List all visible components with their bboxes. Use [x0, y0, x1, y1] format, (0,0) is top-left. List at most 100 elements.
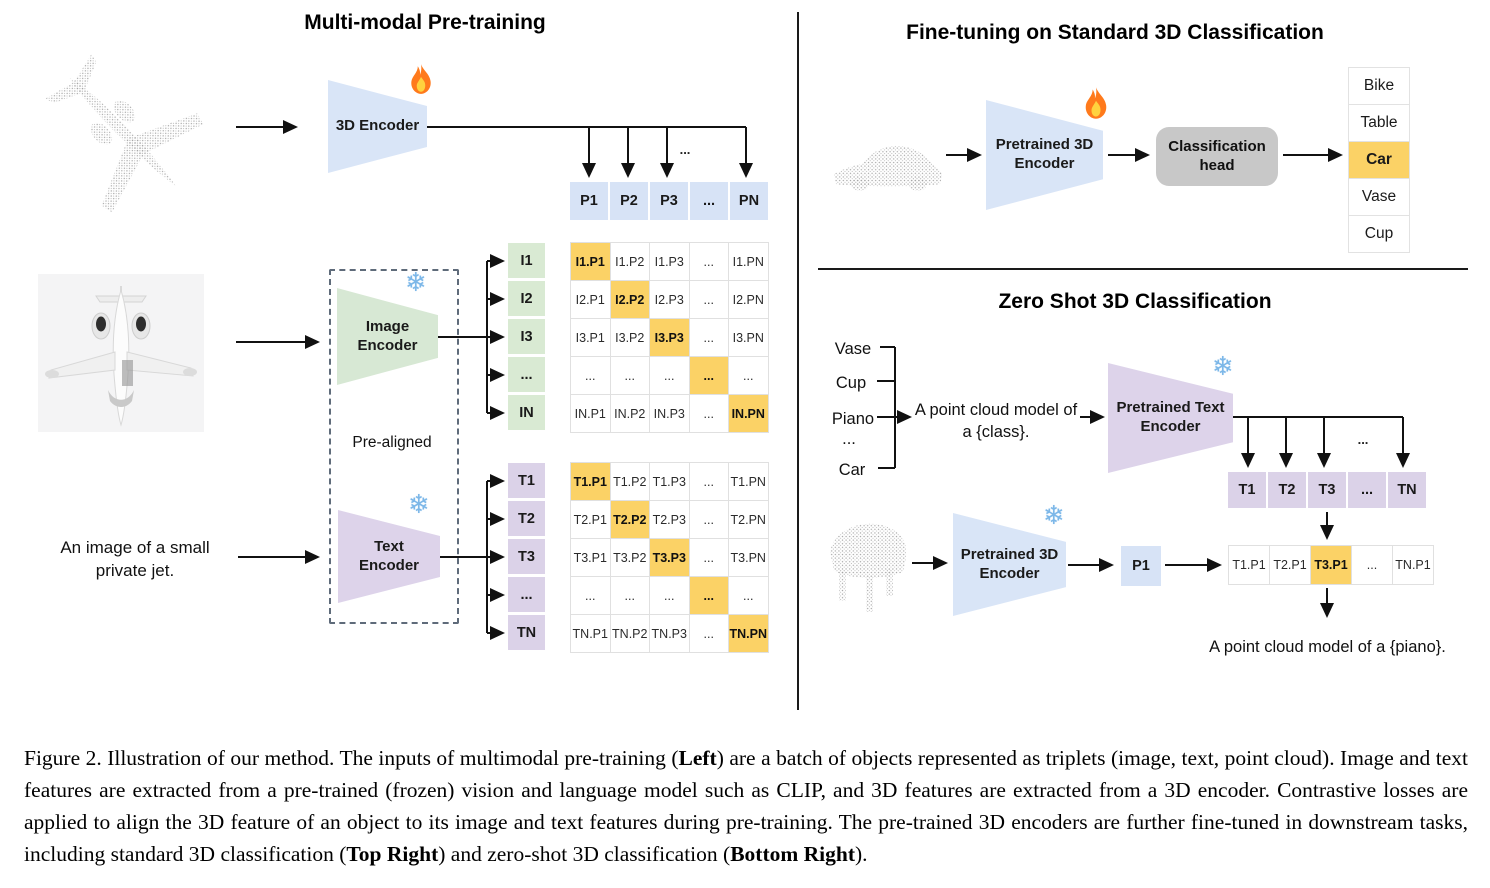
- prompt-line1: A point cloud model of: [914, 401, 1078, 419]
- pretrained-3d-encoder-zeroshot-label: Pretrained 3D Encoder: [960, 545, 1059, 582]
- pre-aligned-box: [329, 269, 459, 624]
- matrix-cell: I1.PN: [729, 243, 769, 281]
- matrix-cell: T3.P1: [571, 539, 611, 577]
- text-feature-column: T1 T2 T3... TN: [508, 463, 545, 650]
- image-encoder-label: Image Encoder: [357, 317, 418, 354]
- p-feature-cell: PN: [730, 182, 768, 220]
- matrix-cell: ...: [729, 577, 769, 615]
- prompt-text: A point cloud model of a {class}.: [903, 399, 1089, 444]
- class-bracket-line: [877, 346, 896, 469]
- classification-head: Classification head: [1156, 127, 1278, 186]
- matrix-cell: ...: [689, 539, 729, 577]
- pretrained-text-encoder-label: Pretrained Text Encoder: [1116, 399, 1225, 435]
- matrix-cell: T1.P2: [610, 463, 650, 501]
- matrix-cell: T2.P3: [650, 501, 690, 539]
- text-feature-cell: T2: [508, 501, 545, 536]
- class-list-item: Table: [1348, 104, 1410, 142]
- prompt-line2: a {class}.: [962, 423, 1030, 442]
- text-input-line1: An image of a small: [60, 538, 210, 557]
- matrix-cell: IN.P1: [571, 395, 611, 433]
- matrix-cell: ...: [689, 319, 729, 357]
- matrix-cell: I1.P2: [610, 243, 650, 281]
- matrix-cell: T1.P1: [571, 463, 611, 501]
- similarity-cell: T1.P1: [1228, 545, 1270, 585]
- image-feature-cell: I2: [508, 281, 545, 316]
- matrix-cell: ...: [729, 357, 769, 395]
- p1-feature-cell-wrap: P1: [1121, 546, 1161, 586]
- fire-icon: [411, 64, 431, 94]
- matrix-cell: T3.P3: [650, 539, 690, 577]
- class-word-vase: Vase: [834, 340, 872, 358]
- snowflake-icon: ❄: [408, 490, 430, 520]
- ellipsis: ...: [679, 142, 691, 157]
- snowflake-icon: ❄: [1212, 352, 1234, 382]
- matrix-cell: I3.P3: [650, 319, 690, 357]
- matrix-cell: ...: [689, 501, 729, 539]
- t-feature-cell: T2: [1268, 472, 1306, 508]
- class-list-item: Cup: [1348, 215, 1410, 253]
- matrix-cell: TN.P3: [650, 615, 690, 653]
- p-feature-cell: P2: [610, 182, 648, 220]
- matrix-cell: ...: [610, 577, 650, 615]
- matrix-cell: T3.PN: [729, 539, 769, 577]
- ellipsis: ...: [1357, 432, 1369, 447]
- p-feature-cell: P3: [650, 182, 688, 220]
- matrix-cell: T1.P3: [650, 463, 690, 501]
- text-feature-cell: T3: [508, 539, 545, 574]
- class-word-cup: Cup: [835, 374, 867, 392]
- airplane-point-cloud: [45, 54, 204, 213]
- p1-feature-cell: P1: [1121, 546, 1161, 586]
- matrix-cell: T2.PN: [729, 501, 769, 539]
- t-feature-cell: ...: [1348, 472, 1386, 508]
- matrix-cell: I1.P1: [571, 243, 611, 281]
- pre-aligned-label: Pre-aligned: [352, 434, 432, 451]
- classification-head-label: Classification head: [1168, 137, 1266, 174]
- finetuning-title: Fine-tuning on Standard 3D Classificatio…: [906, 21, 1324, 44]
- matrix-cell: ...: [650, 357, 690, 395]
- matrix-cell: ...: [650, 577, 690, 615]
- pretraining-title: Multi-modal Pre-training: [304, 11, 546, 34]
- car-point-cloud: [834, 145, 942, 191]
- similarity-row: T1.P1 T2.P1 T3.P1... TN.P1: [1228, 545, 1434, 585]
- class-word-car: Car: [838, 461, 866, 479]
- matrix-cell: ...: [689, 243, 729, 281]
- text-feature-cell: T1: [508, 463, 545, 498]
- matrix-cell: I3.P1: [571, 319, 611, 357]
- class-list-item: Vase: [1348, 178, 1410, 216]
- matrix-cell: ...: [689, 395, 729, 433]
- t-feature-cell: TN: [1388, 472, 1426, 508]
- matrix-cell: I3.P2: [610, 319, 650, 357]
- image-feature-cell: IN: [508, 395, 545, 430]
- matrix-cell: ...: [610, 357, 650, 395]
- t-feature-cell: T3: [1308, 472, 1346, 508]
- similarity-cell: T3.P1: [1310, 545, 1352, 585]
- matrix-cell: ...: [689, 357, 729, 395]
- t-feature-row: T1 T2 T3... TN: [1228, 472, 1426, 508]
- matrix-cell: ...: [689, 281, 729, 319]
- matrix-cell: IN.P2: [610, 395, 650, 433]
- fire-icon: [1085, 87, 1107, 119]
- zeroshot-result-text: A point cloud model of a {piano}.: [1209, 638, 1446, 656]
- matrix-cell: TN.PN: [729, 615, 769, 653]
- matrix-cell: T2.P2: [610, 501, 650, 539]
- t-feature-cell: T1: [1228, 472, 1266, 508]
- matrix-cell: ...: [571, 357, 611, 395]
- matrix-cell: I1.P3: [650, 243, 690, 281]
- similarity-cell: T2.P1: [1269, 545, 1311, 585]
- image-feature-cell: ...: [508, 357, 545, 392]
- matrix-cell: I3.PN: [729, 319, 769, 357]
- matrix-cell: T2.P1: [571, 501, 611, 539]
- snowflake-icon: ❄: [1043, 501, 1065, 531]
- class-word-piano: Piano: [831, 410, 875, 428]
- piano-point-cloud: [830, 523, 907, 612]
- matrix-cell: I2.P3: [650, 281, 690, 319]
- text-point-similarity-matrix: T1.P1 T1.P2 T1.P3... T1.PN T2.P1 T2.P2 T2.P3..…: [570, 462, 769, 653]
- pretrained-3d-encoder-label: Pretrained 3D Encoder: [995, 136, 1094, 172]
- matrix-cell: I2.P1: [571, 281, 611, 319]
- class-word-ellipsis: ...: [842, 430, 856, 448]
- matrix-cell: I2.P2: [610, 281, 650, 319]
- text-encoder-label: Text Encoder: [358, 537, 419, 574]
- matrix-cell: IN.PN: [729, 395, 769, 433]
- matrix-cell: T3.P2: [610, 539, 650, 577]
